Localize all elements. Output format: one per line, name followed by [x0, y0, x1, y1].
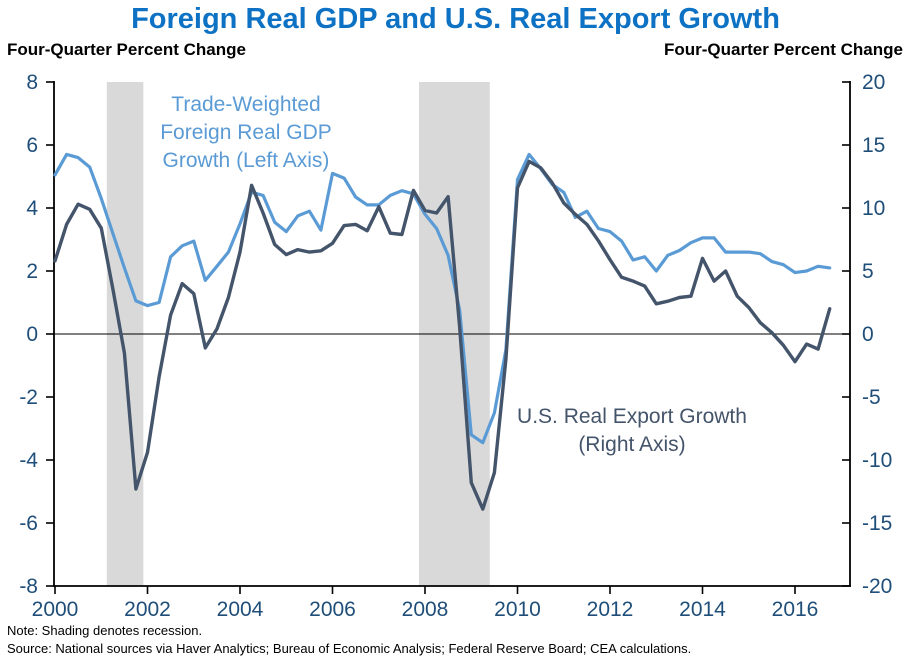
- tick-label: 5: [862, 260, 874, 283]
- tick-label: 10: [862, 197, 885, 220]
- tick-label: 2000: [32, 598, 79, 621]
- tick-label: 2002: [124, 598, 171, 621]
- tick-label: 2010: [494, 598, 541, 621]
- tick-label: 0: [862, 323, 874, 346]
- x-axis-tick-labels: 2000 2002 2004 2006 2008 2010 2012 2014 2016: [32, 598, 819, 621]
- foreign-gdp-label: Trade-Weighted Foreign Real GDP Growth (…: [160, 93, 332, 172]
- foreign-gdp-line: [53, 152, 832, 445]
- right-axis-header: Four-Quarter Percent Change: [664, 40, 903, 59]
- tick-label: 20: [862, 71, 885, 94]
- export-growth-label-line2: (Right Axis): [578, 433, 685, 456]
- source-text: Source: National sources via Haver Analy…: [7, 641, 692, 656]
- left-axis-header: Four-Quarter Percent Change: [7, 40, 246, 59]
- tick-label: -20: [862, 575, 892, 598]
- tick-label: 15: [862, 134, 885, 157]
- tick-label: -4: [19, 449, 38, 472]
- tick-label: 2014: [679, 598, 726, 621]
- right-axis-tick-labels: 20 15 10 5 0 -5 -10 -15 -20: [862, 71, 892, 598]
- tick-label: -8: [19, 575, 38, 598]
- export-growth-label-line1: U.S. Real Export Growth: [517, 405, 747, 428]
- foreign-gdp-label-line1: Trade-Weighted: [171, 93, 320, 116]
- tick-label: 2008: [402, 598, 449, 621]
- foreign-gdp-label-line2: Foreign Real GDP: [160, 121, 332, 144]
- tick-label: 4: [26, 197, 38, 220]
- tick-label: -15: [862, 512, 892, 535]
- export-growth-line: [53, 159, 832, 511]
- tick-label: -5: [862, 386, 881, 409]
- export-growth-label: U.S. Real Export Growth (Right Axis): [517, 405, 747, 456]
- note-text: Note: Shading denotes recession.: [7, 623, 203, 638]
- tick-label: 2016: [772, 598, 819, 621]
- tick-label: 6: [26, 134, 38, 157]
- tick-label: 2012: [587, 598, 634, 621]
- tick-label: 8: [26, 71, 38, 94]
- chart-title: Foreign Real GDP and U.S. Real Export Gr…: [131, 3, 780, 35]
- tick-label: -10: [862, 449, 892, 472]
- tick-label: -2: [19, 386, 38, 409]
- tick-label: 0: [26, 323, 38, 346]
- foreign-gdp-label-line3: Growth (Left Axis): [163, 149, 330, 172]
- tick-label: 2: [26, 260, 38, 283]
- tick-label: 2006: [309, 598, 356, 621]
- tick-label: 2004: [217, 598, 264, 621]
- left-axis-tick-labels: 8 6 4 2 0 -2 -4 -6 -8: [19, 71, 38, 598]
- tick-label: -6: [19, 512, 38, 535]
